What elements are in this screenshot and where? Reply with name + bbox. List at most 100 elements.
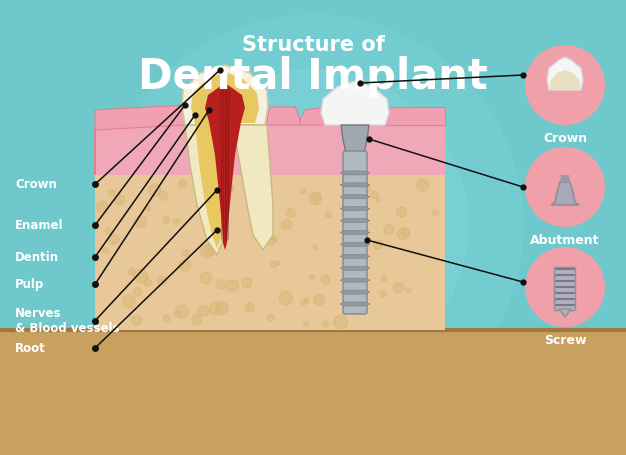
Polygon shape: [340, 207, 370, 211]
FancyBboxPatch shape: [0, 330, 626, 455]
Polygon shape: [300, 107, 327, 125]
Circle shape: [433, 210, 439, 216]
Circle shape: [158, 70, 468, 380]
Circle shape: [222, 182, 233, 193]
Circle shape: [159, 191, 168, 200]
Circle shape: [128, 268, 135, 275]
FancyBboxPatch shape: [343, 151, 367, 314]
Polygon shape: [549, 70, 581, 90]
Text: Structure of: Structure of: [242, 35, 384, 55]
Circle shape: [525, 247, 605, 327]
Circle shape: [381, 276, 387, 282]
Circle shape: [380, 291, 386, 297]
Polygon shape: [340, 231, 370, 234]
Circle shape: [312, 192, 321, 201]
Circle shape: [179, 180, 187, 188]
Circle shape: [301, 189, 305, 194]
Circle shape: [263, 179, 270, 185]
Circle shape: [304, 321, 309, 326]
Circle shape: [281, 219, 292, 230]
Circle shape: [245, 303, 254, 312]
Polygon shape: [205, 83, 245, 250]
Circle shape: [198, 305, 209, 316]
Circle shape: [326, 212, 332, 218]
Polygon shape: [560, 175, 570, 182]
Circle shape: [323, 322, 329, 327]
Circle shape: [122, 295, 135, 308]
Polygon shape: [95, 105, 187, 175]
Circle shape: [242, 278, 252, 288]
Circle shape: [525, 147, 605, 227]
Circle shape: [212, 213, 225, 226]
Circle shape: [135, 216, 146, 228]
Text: Nerves
& Blood vessels: Nerves & Blood vessels: [15, 307, 120, 335]
Text: Enamel: Enamel: [15, 219, 63, 232]
Circle shape: [346, 211, 350, 216]
Circle shape: [403, 229, 410, 237]
Polygon shape: [340, 278, 370, 282]
Polygon shape: [340, 290, 370, 294]
Polygon shape: [547, 57, 583, 90]
Polygon shape: [383, 107, 445, 125]
Circle shape: [275, 261, 280, 265]
Circle shape: [217, 279, 226, 289]
Circle shape: [96, 201, 108, 212]
Circle shape: [103, 248, 109, 254]
Circle shape: [182, 249, 189, 257]
Circle shape: [398, 228, 409, 239]
Circle shape: [105, 228, 111, 234]
Circle shape: [321, 275, 330, 284]
Polygon shape: [340, 266, 370, 270]
Circle shape: [179, 260, 190, 271]
Circle shape: [228, 187, 234, 192]
Circle shape: [310, 275, 314, 279]
Circle shape: [209, 302, 223, 315]
Circle shape: [215, 302, 228, 314]
Polygon shape: [341, 125, 369, 153]
Text: Crown: Crown: [543, 132, 587, 145]
Polygon shape: [185, 125, 233, 255]
Circle shape: [373, 240, 382, 249]
Circle shape: [357, 182, 370, 195]
Polygon shape: [321, 81, 389, 125]
Circle shape: [279, 291, 293, 305]
Circle shape: [252, 208, 258, 214]
Circle shape: [145, 206, 150, 211]
Circle shape: [272, 237, 277, 241]
Circle shape: [300, 299, 306, 305]
Circle shape: [131, 315, 142, 326]
Circle shape: [176, 305, 188, 318]
Circle shape: [406, 288, 411, 293]
Circle shape: [205, 212, 216, 222]
Polygon shape: [191, 72, 259, 123]
Circle shape: [217, 177, 230, 191]
Circle shape: [204, 244, 215, 255]
Polygon shape: [233, 125, 273, 250]
Circle shape: [149, 184, 161, 196]
FancyBboxPatch shape: [555, 268, 575, 310]
Circle shape: [134, 269, 148, 283]
Circle shape: [267, 237, 275, 246]
FancyBboxPatch shape: [95, 120, 445, 175]
Circle shape: [108, 190, 115, 197]
Circle shape: [371, 192, 378, 199]
Circle shape: [309, 192, 321, 205]
Circle shape: [200, 245, 213, 258]
Circle shape: [133, 288, 141, 296]
Circle shape: [192, 314, 202, 325]
Circle shape: [267, 314, 274, 321]
Circle shape: [286, 209, 295, 217]
Polygon shape: [559, 309, 571, 317]
Circle shape: [304, 298, 309, 303]
Circle shape: [396, 207, 407, 217]
Circle shape: [525, 45, 605, 125]
Circle shape: [115, 194, 125, 204]
Circle shape: [416, 179, 429, 191]
Circle shape: [334, 315, 347, 329]
Circle shape: [163, 315, 170, 322]
Polygon shape: [340, 302, 370, 306]
Circle shape: [393, 282, 404, 293]
Circle shape: [163, 217, 170, 224]
Circle shape: [175, 310, 182, 317]
Text: Dentin: Dentin: [15, 251, 59, 263]
